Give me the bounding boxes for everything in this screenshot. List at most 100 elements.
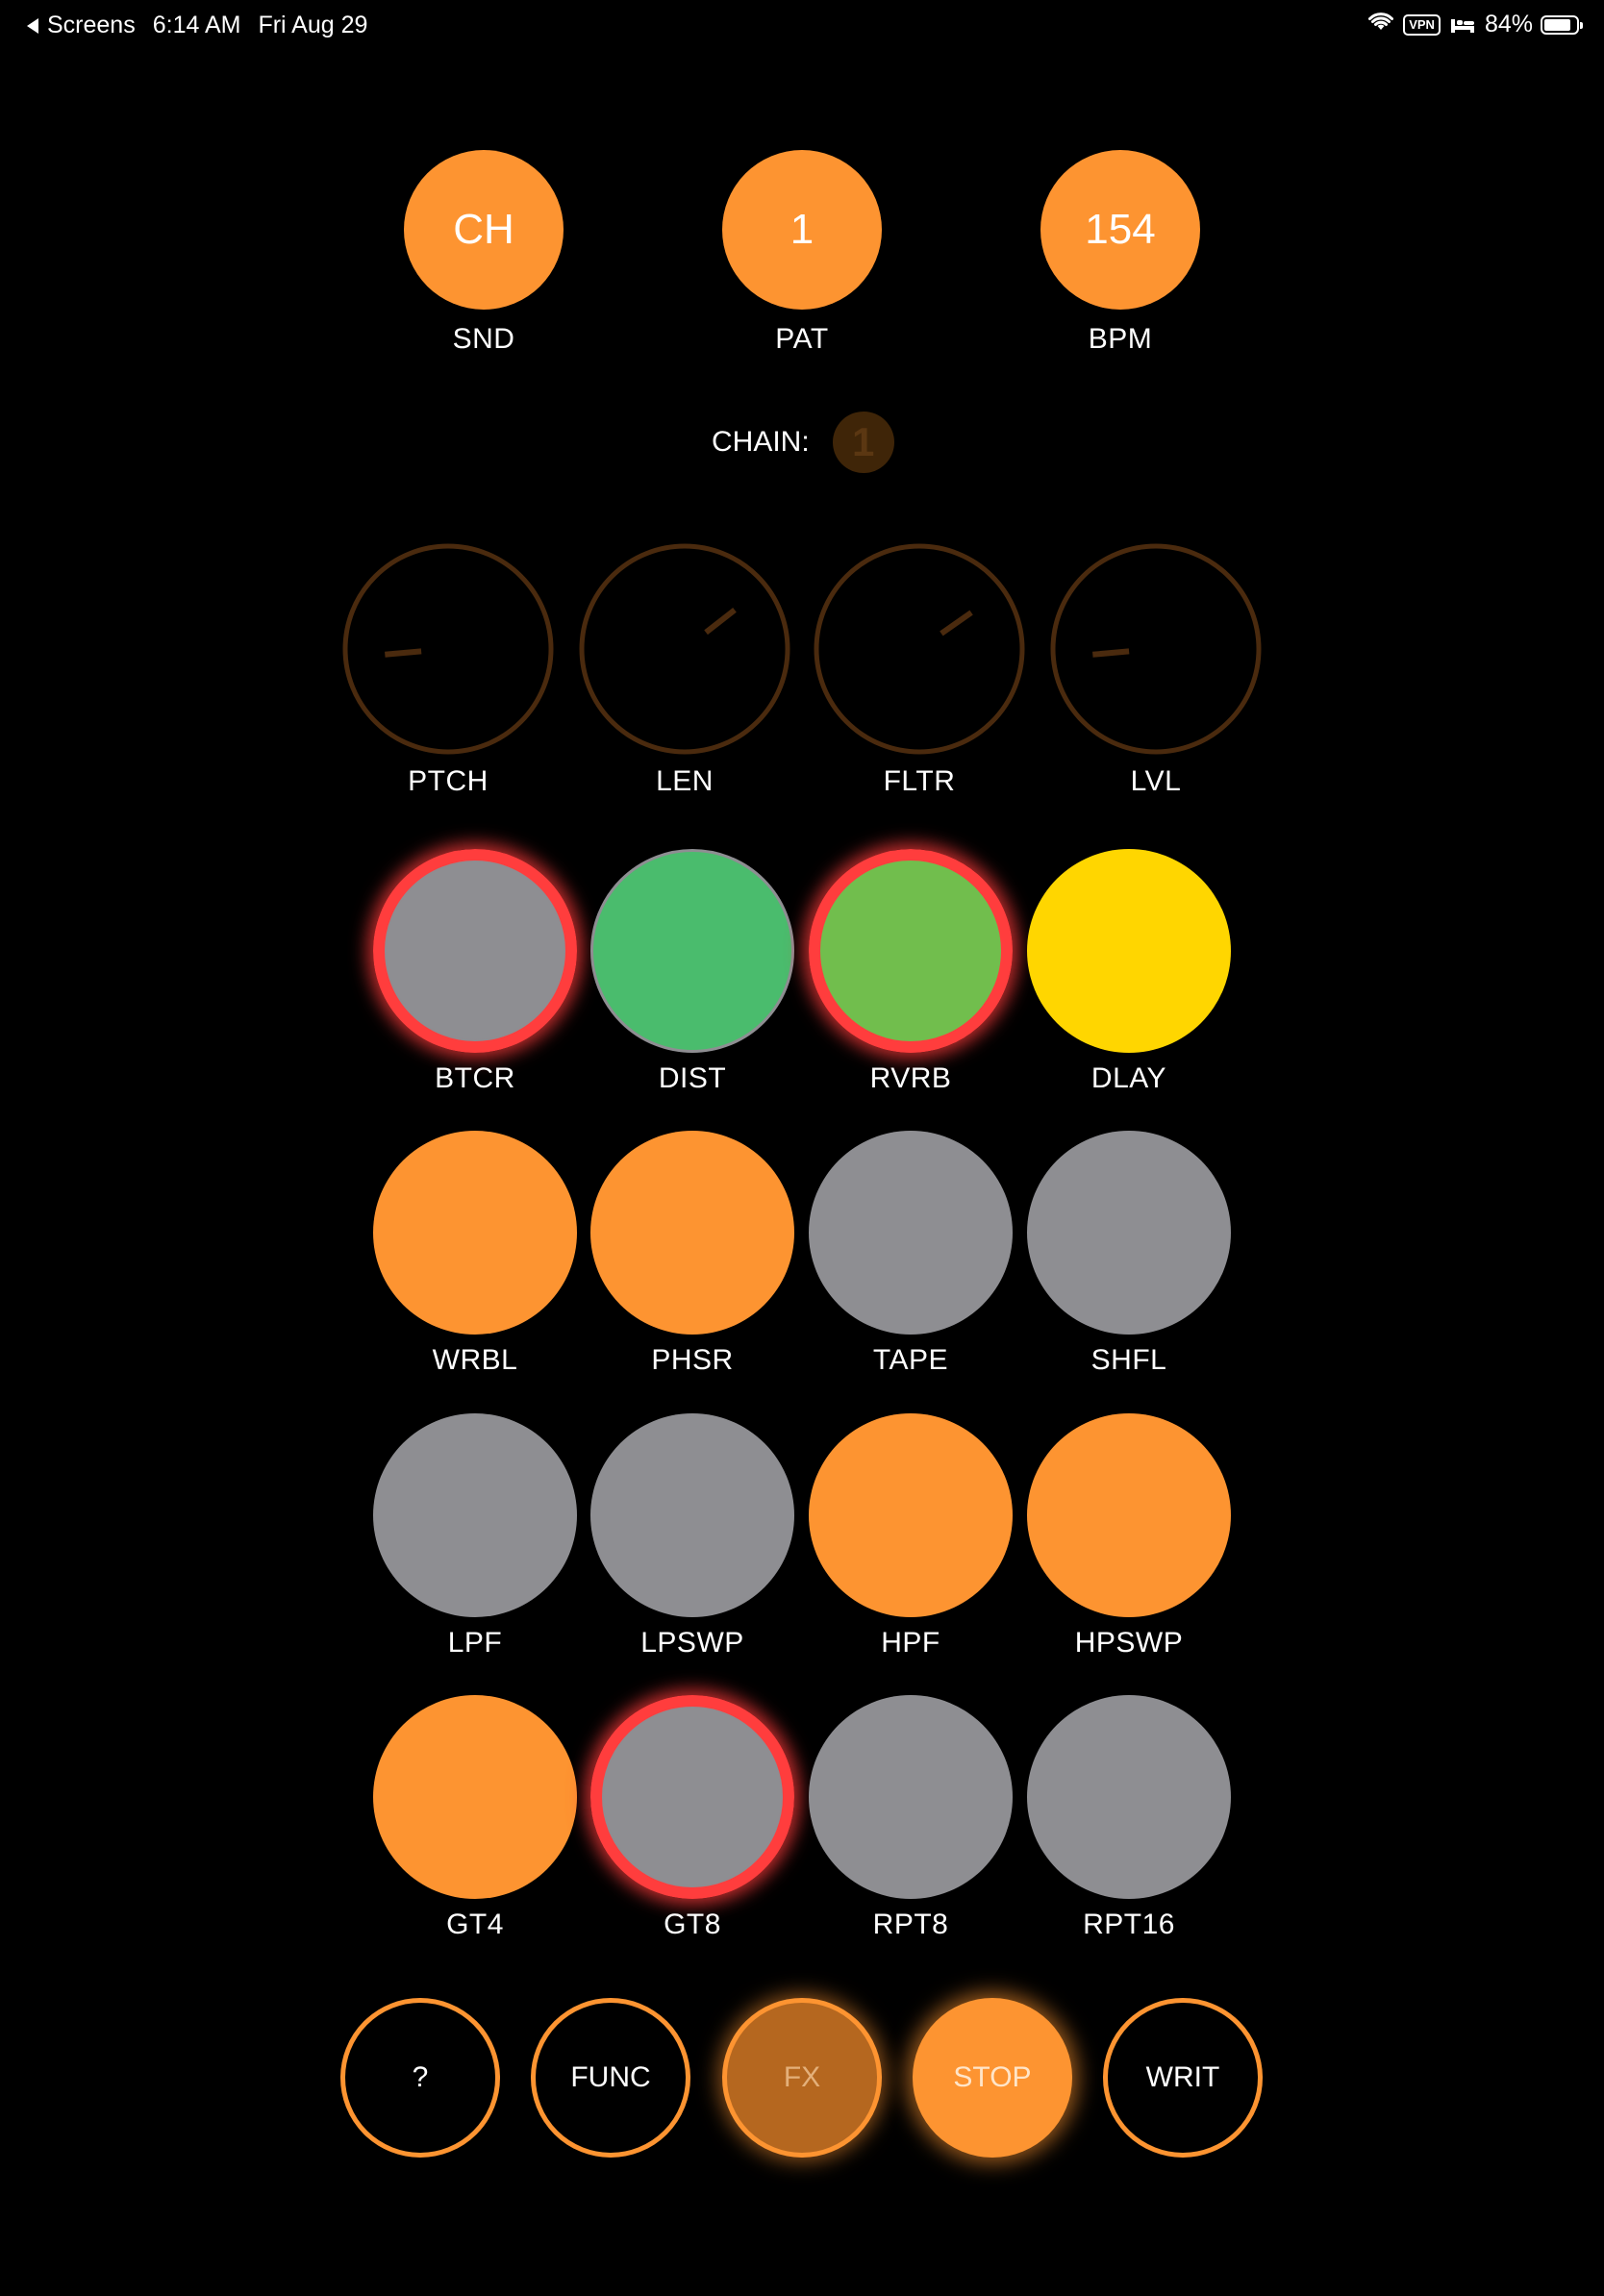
- pad-label: RVRB: [869, 1062, 952, 1094]
- back-app-label: Screens: [47, 12, 136, 38]
- fx-button-label: FX: [783, 2061, 821, 2093]
- pad-label: DIST: [658, 1062, 727, 1094]
- pad-wrbl[interactable]: WRBL: [373, 1131, 577, 1377]
- battery-level-fill: [1544, 18, 1570, 31]
- pad-rpt16[interactable]: RPT16: [1027, 1695, 1231, 1941]
- help-button-label: ?: [412, 2061, 429, 2093]
- stop-button-label: STOP: [953, 2061, 1032, 2093]
- pad-button[interactable]: [809, 849, 1013, 1053]
- filter-knob[interactable]: FLTR: [813, 542, 1026, 798]
- back-arrow-icon: [27, 17, 38, 34]
- bpm-select-button[interactable]: 154: [1040, 150, 1200, 310]
- pad-label: WRBL: [432, 1344, 518, 1376]
- pad-label: TAPE: [872, 1344, 949, 1376]
- write-button-label: WRIT: [1145, 2061, 1220, 2093]
- bpm-value: 154: [1085, 206, 1156, 253]
- pad-btcr[interactable]: BTCR: [373, 849, 577, 1095]
- knob-pointer: [704, 608, 737, 636]
- pad-label: HPF: [881, 1627, 940, 1659]
- knob-dial[interactable]: [341, 542, 555, 756]
- fx-button[interactable]: FX: [722, 1998, 882, 2158]
- pad-tape[interactable]: TAPE: [809, 1131, 1013, 1377]
- bpm-select[interactable]: 154 BPM: [1040, 150, 1200, 356]
- pad-phsr[interactable]: PHSR: [590, 1131, 794, 1377]
- pad-lpf[interactable]: LPF: [373, 1413, 577, 1660]
- pad-rvrb[interactable]: RVRB: [809, 849, 1013, 1095]
- pad-button[interactable]: [1027, 1131, 1231, 1335]
- pad-button[interactable]: [590, 1695, 794, 1899]
- knob-dial[interactable]: [813, 542, 1026, 756]
- func-button[interactable]: FUNC: [531, 1998, 690, 2158]
- pad-label: HPSWP: [1074, 1627, 1184, 1659]
- filter-knob-label: FLTR: [883, 765, 956, 797]
- status-date: Fri Aug 29: [258, 12, 368, 38]
- pad-label: GT8: [664, 1909, 721, 1940]
- pad-button[interactable]: [590, 1413, 794, 1617]
- level-knob-label: LVL: [1130, 765, 1182, 797]
- pad-label: GT4: [446, 1909, 504, 1940]
- battery-percent: 84%: [1484, 11, 1533, 37]
- pitch-knob[interactable]: PTCH: [341, 542, 555, 798]
- pattern-select-button[interactable]: 1: [722, 150, 882, 310]
- pad-dist[interactable]: DIST: [590, 849, 794, 1095]
- length-knob-label: LEN: [656, 765, 714, 797]
- pad-label: PHSR: [651, 1344, 734, 1376]
- vpn-badge: VPN: [1403, 13, 1441, 36]
- pad-button[interactable]: [1027, 1695, 1231, 1899]
- back-to-app-button[interactable]: Screens: [27, 12, 136, 39]
- chain-indicator: CHAIN: 1: [712, 412, 894, 473]
- pad-label: BTCR: [435, 1062, 515, 1094]
- pad-button[interactable]: [809, 1131, 1013, 1335]
- knob-dial[interactable]: [578, 542, 791, 756]
- knob-pointer: [940, 610, 973, 636]
- pad-label: DLAY: [1090, 1062, 1167, 1094]
- wifi-icon: [1368, 11, 1394, 38]
- pad-shfl[interactable]: SHFL: [1027, 1131, 1231, 1377]
- pattern-label: PAT: [775, 323, 829, 355]
- level-knob[interactable]: LVL: [1049, 542, 1263, 798]
- stop-button[interactable]: STOP: [913, 1998, 1072, 2158]
- help-button[interactable]: ?: [340, 1998, 500, 2158]
- knob-pointer: [1092, 648, 1130, 658]
- pad-button[interactable]: [373, 849, 577, 1053]
- knob-pointer: [385, 648, 422, 658]
- sound-select[interactable]: CH SND: [404, 150, 564, 356]
- pattern-value: 1: [789, 206, 815, 253]
- pad-hpswp[interactable]: HPSWP: [1027, 1413, 1231, 1660]
- bpm-label: BPM: [1088, 323, 1153, 355]
- func-button-label: FUNC: [570, 2061, 651, 2093]
- chain-value-badge[interactable]: 1: [832, 412, 894, 473]
- pad-label: SHFL: [1090, 1344, 1167, 1376]
- chain-label: CHAIN:: [712, 426, 810, 458]
- pad-gt4[interactable]: GT4: [373, 1695, 577, 1941]
- pad-button[interactable]: [1027, 849, 1231, 1053]
- pad-label: LPSWP: [640, 1627, 744, 1659]
- pad-button[interactable]: [590, 849, 794, 1053]
- pad-label: RPT16: [1083, 1909, 1175, 1940]
- pad-label: RPT8: [872, 1909, 949, 1940]
- length-knob[interactable]: LEN: [578, 542, 791, 798]
- pitch-knob-label: PTCH: [408, 765, 489, 797]
- status-time: 6:14 AM: [152, 12, 241, 38]
- status-bar: Screens 6:14 AM Fri Aug 29 VPN 84%: [0, 0, 1604, 54]
- sound-select-button[interactable]: CH: [404, 150, 564, 310]
- knob-dial[interactable]: [1049, 542, 1263, 756]
- pad-button[interactable]: [809, 1695, 1013, 1899]
- pad-button[interactable]: [373, 1413, 577, 1617]
- pad-rpt8[interactable]: RPT8: [809, 1695, 1013, 1941]
- battery-icon: [1541, 14, 1583, 35]
- sleep-focus-icon: [1450, 16, 1475, 34]
- pad-lpswp[interactable]: LPSWP: [590, 1413, 794, 1660]
- sound-value: CH: [453, 206, 514, 253]
- write-button[interactable]: WRIT: [1103, 1998, 1263, 2158]
- pad-gt8[interactable]: GT8: [590, 1695, 794, 1941]
- pattern-select[interactable]: 1 PAT: [722, 150, 882, 356]
- pad-hpf[interactable]: HPF: [809, 1413, 1013, 1660]
- pad-button[interactable]: [809, 1413, 1013, 1617]
- pad-label: LPF: [447, 1627, 503, 1659]
- pad-button[interactable]: [590, 1131, 794, 1335]
- pad-button[interactable]: [373, 1131, 577, 1335]
- pad-button[interactable]: [1027, 1413, 1231, 1617]
- pad-dlay[interactable]: DLAY: [1027, 849, 1231, 1095]
- pad-button[interactable]: [373, 1695, 577, 1899]
